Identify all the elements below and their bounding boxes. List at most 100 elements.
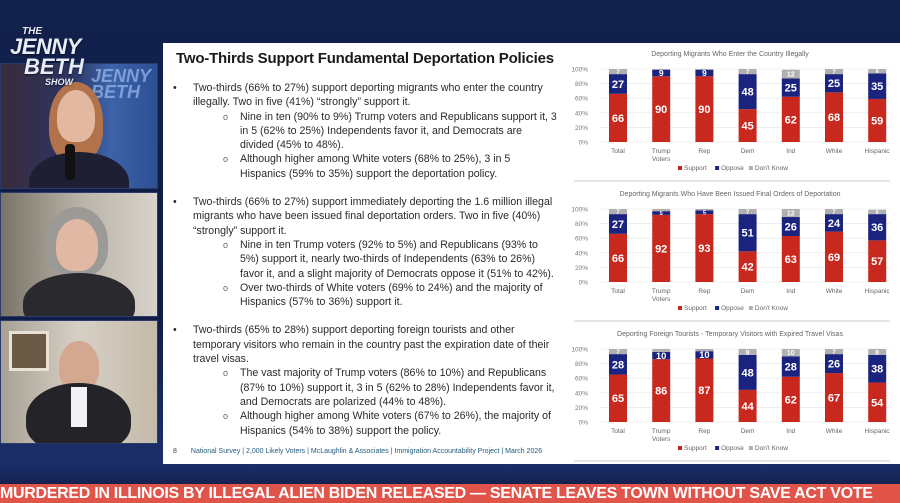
- bar-segment-don-t-know: [652, 69, 671, 70]
- data-label: 62: [785, 394, 797, 406]
- x-tick-label: Trump: [652, 428, 671, 435]
- data-label: 57: [871, 256, 883, 268]
- bar-segment-don-t-know: [652, 349, 671, 352]
- sub-bullet: The vast majority of Trump voters (86% t…: [193, 366, 558, 409]
- bar-segment-oppose: [695, 69, 714, 77]
- data-label: 26: [785, 221, 797, 233]
- video-feed-guest-1: [0, 192, 158, 317]
- data-label: 7: [746, 69, 750, 76]
- data-label: 92: [655, 243, 667, 255]
- bar-segment-support: [738, 389, 757, 422]
- x-tick-label: Rep: [698, 288, 710, 295]
- data-label: 7: [832, 349, 836, 356]
- bar-segment-support: [695, 76, 714, 142]
- y-tick-label: 20%: [575, 265, 588, 272]
- legend-label: Don't Know: [755, 445, 788, 452]
- bar-segment-oppose: [738, 74, 757, 110]
- y-tick-label: 100%: [571, 347, 588, 354]
- x-tick-label: Trump: [652, 148, 671, 155]
- y-tick-label: 60%: [575, 376, 588, 383]
- data-label: 86: [655, 386, 667, 398]
- sub-bullet: Nine in ten Trump voters (92% to 5%) and…: [193, 238, 558, 281]
- x-tick-label: Rep: [698, 428, 710, 435]
- chart-3: Deporting Foreign Tourists - Temporary V…: [560, 325, 900, 465]
- legend-label: Don't Know: [755, 165, 788, 172]
- bar-segment-support: [868, 240, 887, 282]
- x-tick-label: Dem: [741, 288, 755, 295]
- data-label: 42: [741, 262, 753, 274]
- data-label: 68: [828, 112, 840, 124]
- bullet-text: Two-thirds (66% to 27%) support deportin…: [193, 82, 543, 109]
- data-label: 63: [785, 254, 797, 266]
- y-tick-label: 40%: [575, 110, 588, 117]
- legend-swatch: [748, 306, 753, 310]
- y-tick-label: 40%: [575, 390, 588, 397]
- bullet-text: Two-thirds (65% to 28%) support deportin…: [193, 324, 550, 366]
- bar-segment-oppose: [868, 73, 887, 99]
- data-label: 66: [612, 113, 624, 125]
- chart-1: Deporting Migrants Who Enter the Country…: [560, 45, 900, 185]
- bar-segment-oppose: [825, 74, 843, 93]
- bar-segment-don-t-know: [868, 349, 887, 355]
- x-tick-label: Hispanic: [865, 428, 891, 435]
- page-number: 8: [173, 448, 177, 455]
- y-tick-label: 60%: [575, 236, 588, 243]
- data-label: 44: [741, 401, 754, 413]
- data-label: 69: [828, 252, 840, 264]
- bullet: Two-thirds (66% to 27%) support deportin…: [173, 81, 558, 181]
- footer-source: National Survey | 2,000 Likely Voters | …: [190, 448, 543, 455]
- x-tick-label: Total: [611, 288, 625, 295]
- bar-segment-support: [738, 251, 757, 282]
- show-logo: THE JENNY BETH SHOW: [10, 26, 84, 88]
- data-label: 45: [741, 121, 753, 133]
- bar-segment-oppose: [781, 217, 800, 237]
- bullet: Two-thirds (65% to 28%) support deportin…: [173, 323, 558, 437]
- x-tick-label-line2: Voters: [652, 296, 671, 303]
- data-label: 54: [871, 397, 884, 409]
- bar-segment-don-t-know: [868, 209, 887, 215]
- sub-bullet: Nine in ten (90% to 9%) Trump voters and…: [193, 110, 558, 153]
- data-label: 87: [698, 385, 710, 397]
- x-tick-label: Rep: [698, 148, 710, 155]
- legend-swatch: [715, 446, 720, 450]
- chart-2: Deporting Migrants Who Have Been Issued …: [560, 185, 900, 325]
- data-label: 10: [656, 351, 666, 361]
- y-tick-label: 100%: [571, 207, 588, 214]
- bar-segment-oppose: [825, 214, 843, 232]
- data-label: 9: [659, 68, 664, 78]
- sub-bullet: Over two-thirds of White voters (69% to …: [193, 281, 558, 310]
- data-label: 25: [785, 83, 797, 95]
- bar-segment-support: [825, 92, 843, 142]
- data-label: 27: [612, 219, 624, 231]
- data-label: 5: [703, 210, 706, 216]
- slide-title: Two-Thirds Support Fundamental Deportati…: [176, 50, 554, 67]
- y-tick-label: 80%: [575, 361, 588, 368]
- video-feed-guest-2: [0, 320, 158, 444]
- legend-swatch: [678, 166, 682, 170]
- bar-segment-don-t-know: [781, 349, 800, 357]
- video-feed-host: JENNY BETH: [0, 63, 158, 189]
- data-label: 27: [612, 79, 624, 91]
- bar-segment-oppose: [609, 214, 627, 234]
- bar-segment-don-t-know: [738, 349, 757, 355]
- data-label: 10: [699, 350, 709, 360]
- legend-label: Oppose: [721, 305, 744, 312]
- bar-segment-oppose: [652, 69, 671, 77]
- bar-segment-oppose: [738, 214, 757, 252]
- bar-segment-don-t-know: [609, 209, 627, 215]
- y-tick-label: 0%: [579, 280, 589, 287]
- bar-segment-don-t-know: [825, 209, 843, 215]
- data-label: 38: [871, 364, 883, 376]
- x-tick-label: White: [826, 428, 843, 435]
- y-tick-label: 0%: [579, 420, 589, 427]
- data-label: 25: [828, 78, 840, 90]
- y-tick-label: 40%: [575, 250, 588, 257]
- bar-segment-support: [868, 98, 887, 142]
- bar-segment-oppose: [652, 351, 671, 360]
- bar-segment-don-t-know: [825, 349, 843, 355]
- legend-label: Support: [684, 305, 707, 312]
- data-label: 26: [828, 359, 840, 371]
- y-tick-label: 0%: [579, 140, 589, 147]
- data-label: 12: [787, 211, 795, 218]
- y-tick-label: 60%: [575, 96, 588, 103]
